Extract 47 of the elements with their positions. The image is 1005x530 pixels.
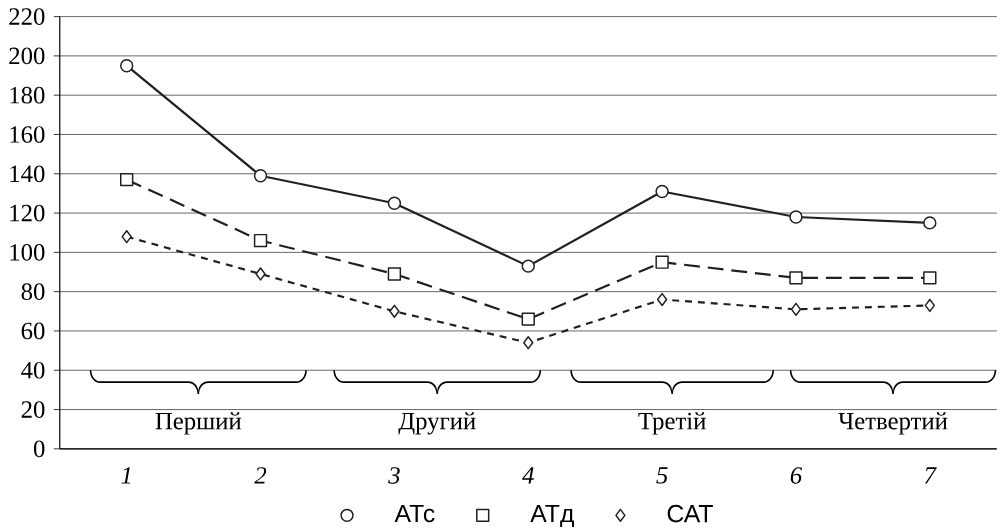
- y-tick-label: 100: [10, 244, 45, 261]
- point: [387, 196, 402, 211]
- y-tick-label: 40: [21, 361, 45, 379]
- x-tick-label: 6: [790, 467, 803, 484]
- point: [655, 184, 669, 199]
- legend-label: АТд: [530, 505, 574, 528]
- point: [120, 59, 134, 73]
- point: [121, 230, 132, 244]
- legend-label: САТ: [667, 504, 713, 523]
- y-tick-label: 60: [21, 322, 45, 340]
- point: [790, 302, 802, 317]
- y-tick-label: 140: [10, 165, 45, 183]
- point: [923, 271, 937, 285]
- y-tick-label: 120: [10, 204, 45, 222]
- point: [389, 304, 400, 319]
- x-tick-label: 1: [121, 467, 131, 484]
- point: [655, 255, 669, 269]
- point: [789, 210, 803, 224]
- annotation: Перший: [155, 412, 242, 435]
- point: [523, 336, 534, 350]
- y-tick-label: 220: [9, 8, 45, 26]
- point: [120, 173, 134, 187]
- point: [923, 216, 937, 230]
- x-tick-label: 4: [522, 467, 534, 484]
- point: [255, 267, 266, 281]
- point: [387, 267, 402, 281]
- y-tick-label: 160: [10, 126, 45, 143]
- y-tick-label: 180: [10, 86, 45, 104]
- legend-label: АТс: [394, 505, 435, 523]
- annotation: Четвертий: [838, 412, 948, 435]
- annotation: Третій: [638, 412, 706, 435]
- x-tick-label: 7: [925, 467, 937, 484]
- point: [253, 233, 268, 248]
- x-tick-label: 3: [388, 467, 400, 484]
- point: [924, 298, 936, 313]
- point: [253, 169, 268, 183]
- y-tick-label: 80: [21, 283, 45, 301]
- y-tick-label: 200: [9, 47, 45, 65]
- y-tick-label: 20: [21, 401, 45, 418]
- point: [789, 271, 803, 285]
- x-tick-label: 5: [656, 467, 668, 484]
- y-tick-label: 0: [33, 440, 45, 458]
- annotation: Другий: [398, 412, 476, 435]
- point: [521, 312, 535, 326]
- point: [656, 292, 668, 307]
- point: [521, 259, 535, 273]
- x-tick-label: 2: [254, 467, 267, 484]
